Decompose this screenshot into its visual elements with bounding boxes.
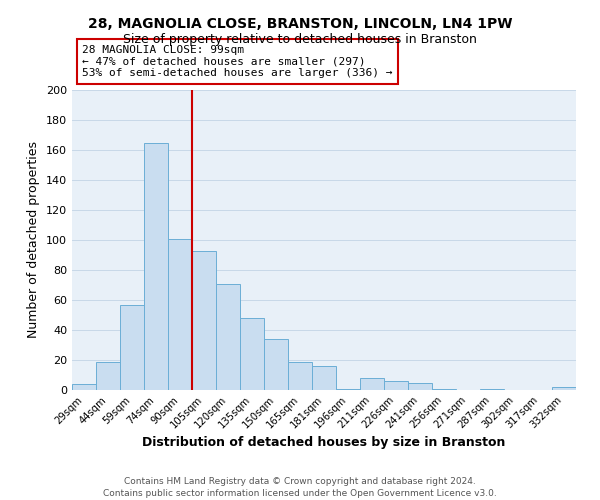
Bar <box>240 318 264 390</box>
Bar <box>480 388 504 390</box>
Text: Size of property relative to detached houses in Branston: Size of property relative to detached ho… <box>123 32 477 46</box>
Bar <box>552 387 576 390</box>
Y-axis label: Number of detached properties: Number of detached properties <box>28 142 40 338</box>
Bar <box>216 284 240 390</box>
Bar <box>312 366 336 390</box>
Text: Contains HM Land Registry data © Crown copyright and database right 2024.: Contains HM Land Registry data © Crown c… <box>124 478 476 486</box>
Text: Contains public sector information licensed under the Open Government Licence v3: Contains public sector information licen… <box>103 489 497 498</box>
Bar <box>72 384 96 390</box>
Bar <box>168 238 192 390</box>
Bar <box>192 250 216 390</box>
Bar <box>96 362 120 390</box>
Bar <box>432 388 456 390</box>
Bar <box>408 382 432 390</box>
Bar <box>120 304 144 390</box>
Bar <box>336 388 360 390</box>
Bar <box>360 378 384 390</box>
Bar <box>144 142 168 390</box>
Bar <box>384 381 408 390</box>
Text: 28 MAGNOLIA CLOSE: 99sqm
← 47% of detached houses are smaller (297)
53% of semi-: 28 MAGNOLIA CLOSE: 99sqm ← 47% of detach… <box>82 45 392 78</box>
Text: 28, MAGNOLIA CLOSE, BRANSTON, LINCOLN, LN4 1PW: 28, MAGNOLIA CLOSE, BRANSTON, LINCOLN, L… <box>88 18 512 32</box>
Bar <box>264 339 288 390</box>
Bar <box>288 362 312 390</box>
X-axis label: Distribution of detached houses by size in Branston: Distribution of detached houses by size … <box>142 436 506 449</box>
